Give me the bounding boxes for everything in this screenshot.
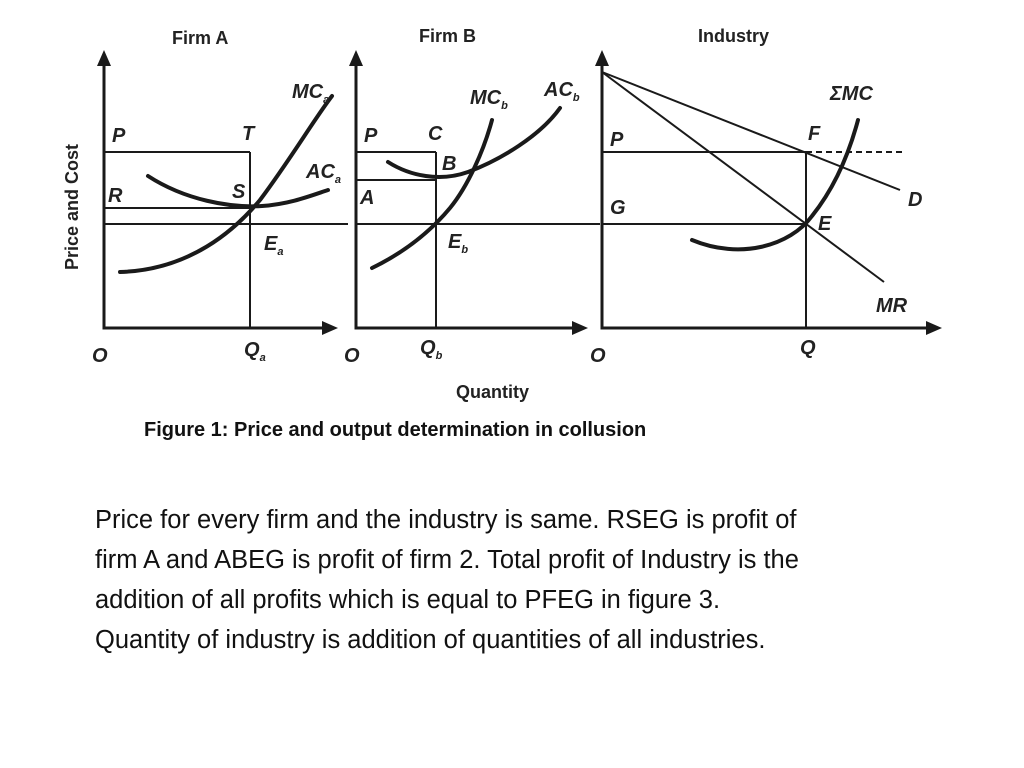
body-line: Price for every firm and the industry is… — [95, 506, 797, 534]
firm-b-label-p: P — [364, 125, 378, 147]
industry-label-g: G — [610, 197, 626, 219]
firm-b-label-q: Qb — [420, 337, 443, 362]
collusion-diagram: Firm A Firm B Industry Price and Cost Qu… — [62, 26, 942, 402]
industry-mr-line — [601, 71, 885, 283]
firm-b-ac-curve — [386, 106, 562, 179]
firm-b-mc-curve — [370, 118, 494, 270]
y-axis-label: Price and Cost — [62, 144, 82, 270]
panel-firm-a: P T R S Ea Qa MCa ACa O — [92, 50, 348, 367]
firm-b-label-c: C — [428, 123, 443, 145]
body-line: firm A and ABEG is profit of firm 2. Tot… — [95, 546, 799, 574]
industry-x-arrow — [926, 321, 942, 335]
firm-b-label-a: A — [359, 187, 374, 209]
panel-firm-b: P C B A Eb Qb MCb ACb O — [344, 50, 600, 367]
firm-a-x-arrow — [322, 321, 338, 335]
firm-a-label-mc: MCa — [292, 81, 329, 106]
firm-a-label-ac: ACa — [305, 161, 341, 186]
body-line: Quantity of industry is addition of quan… — [95, 626, 766, 654]
firm-b-label-e: Eb — [448, 231, 468, 256]
industry-axes — [600, 58, 930, 330]
firm-a-ac-curve — [146, 174, 330, 209]
firm-a-label-t: T — [242, 123, 256, 145]
industry-label-q: Q — [800, 337, 816, 359]
industry-origin: O — [590, 345, 606, 367]
firm-b-label-mc: MCb — [470, 87, 508, 112]
firm-a-y-arrow — [97, 50, 111, 66]
firm-b-label-b: B — [442, 153, 456, 175]
firm-a-mc-curve — [118, 94, 334, 274]
firm-a-origin: O — [92, 345, 108, 367]
industry-label-d: D — [908, 189, 922, 211]
panel-title-firm-b: Firm B — [419, 26, 476, 46]
firm-b-axes — [354, 58, 578, 330]
firm-a-label-r: R — [108, 185, 123, 207]
industry-label-p: P — [610, 129, 624, 151]
figure-caption: Figure 1: Price and output determination… — [144, 419, 647, 441]
industry-demand-line — [601, 71, 901, 191]
industry-label-mr: MR — [876, 295, 908, 317]
industry-label-f: F — [808, 123, 821, 145]
body-line: addition of all profits which is equal t… — [95, 586, 721, 614]
panel-title-firm-a: Firm A — [172, 28, 228, 48]
industry-smc-curve — [690, 118, 860, 252]
industry-label-smc: ΣMC — [829, 83, 873, 105]
firm-b-x-arrow — [572, 321, 588, 335]
firm-a-label-p: P — [112, 125, 126, 147]
firm-b-origin: O — [344, 345, 360, 367]
industry-y-arrow — [595, 50, 609, 66]
body-text: Price for every firm and the industry is… — [95, 500, 995, 660]
firm-b-label-ac: ACb — [543, 79, 580, 104]
x-axis-label: Quantity — [456, 382, 529, 402]
firm-a-label-q: Qa — [244, 339, 266, 364]
industry-label-e: E — [818, 213, 832, 235]
firm-b-y-arrow — [349, 50, 363, 66]
panel-industry: P G F E D MR ΣMC Q O — [590, 50, 942, 367]
firm-a-label-e: Ea — [264, 233, 283, 258]
firm-a-label-s: S — [232, 181, 246, 203]
panel-title-industry: Industry — [698, 26, 769, 46]
firm-a-axes — [102, 58, 328, 330]
